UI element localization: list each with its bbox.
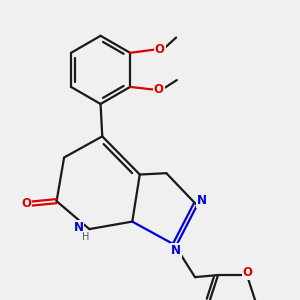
Text: O: O <box>243 266 253 279</box>
Text: N: N <box>197 194 207 207</box>
Text: N: N <box>171 244 181 257</box>
Text: N: N <box>74 221 83 234</box>
Text: O: O <box>155 43 165 56</box>
Text: O: O <box>21 197 31 210</box>
Text: H: H <box>82 232 90 242</box>
Text: O: O <box>154 83 164 96</box>
